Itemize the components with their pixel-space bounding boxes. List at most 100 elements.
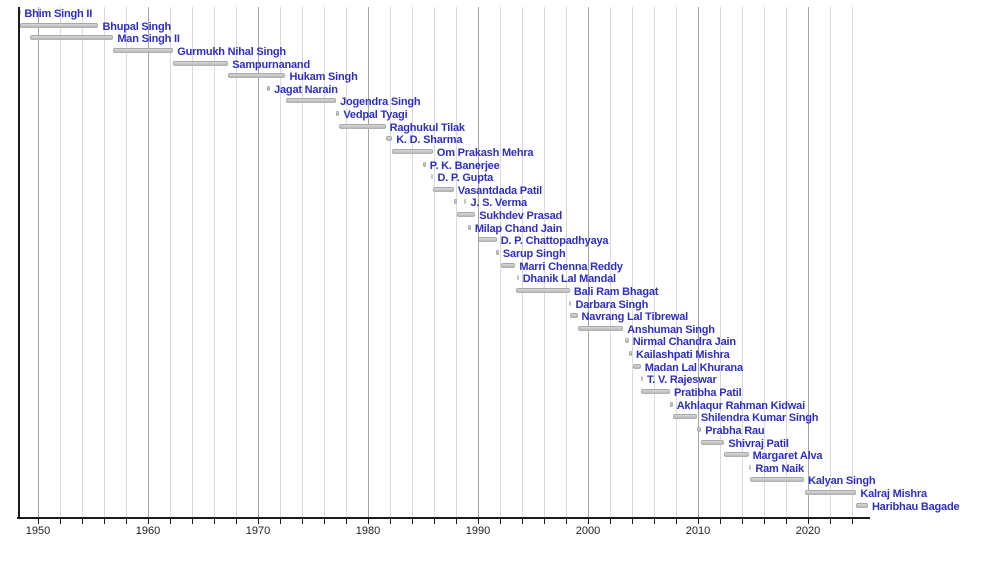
gridline-decade	[808, 7, 809, 517]
axis-tick-label: 1950	[25, 525, 51, 537]
tenure-bar	[457, 212, 476, 218]
tenure-bar	[336, 111, 340, 117]
tenure-bar	[501, 262, 516, 268]
axis-tick	[170, 519, 171, 524]
tenure-bar	[569, 300, 572, 306]
person-label[interactable]: Hukam Singh	[289, 71, 358, 84]
person-label[interactable]: Vedpal Tyagi	[343, 109, 408, 122]
tenure-bar	[856, 502, 868, 508]
person-label[interactable]: Sampurnanand	[232, 58, 310, 71]
person-label[interactable]: Jagat Narain	[274, 83, 338, 96]
person-label[interactable]: Kalraj Mishra	[860, 488, 927, 501]
gridline-minor	[82, 7, 83, 517]
axis-tick-label: 1980	[355, 525, 381, 537]
person-label[interactable]: Jogendra Singh	[340, 96, 421, 109]
tenure-bar	[392, 148, 433, 154]
person-label[interactable]: Haribhau Bagade	[871, 500, 960, 513]
person-label[interactable]: Anshuman Singh	[627, 323, 715, 336]
gridline-minor	[126, 7, 127, 517]
gridline-minor	[170, 7, 171, 517]
axis-tick-label: 1970	[245, 525, 271, 537]
person-label[interactable]: Madan Lal Khurana	[644, 361, 743, 374]
tenure-bar	[19, 22, 99, 28]
person-label[interactable]: P. K. Banerjee	[429, 159, 500, 172]
axis-tick	[522, 519, 523, 524]
person-label[interactable]: Marri Chenna Reddy	[519, 260, 623, 273]
axis-tick	[742, 519, 743, 524]
person-label[interactable]: Man Singh II	[117, 33, 180, 46]
person-label[interactable]: Gurmukh Nihal Singh	[177, 45, 286, 58]
person-label[interactable]: Margaret Alva	[752, 450, 823, 463]
gridline-minor	[632, 7, 633, 517]
axis-tick	[236, 519, 237, 524]
tenure-bar	[431, 174, 434, 180]
tenure-bar	[641, 388, 670, 394]
person-label[interactable]: Prabha Rau	[705, 424, 765, 437]
gridline-decade	[478, 7, 479, 517]
person-label[interactable]: Pratibha Patil	[673, 386, 742, 399]
tenure-bar	[453, 199, 458, 205]
person-label[interactable]: Raghukul Tilak	[389, 121, 465, 134]
gridline-minor	[104, 7, 105, 517]
axis-tick	[456, 519, 457, 524]
x-axis-line	[17, 517, 870, 519]
person-label[interactable]: Dhanik Lal Mandal	[522, 273, 616, 286]
axis-tick	[544, 519, 545, 524]
tenure-bar	[468, 224, 471, 230]
tenure-bar	[669, 401, 673, 407]
person-label[interactable]: Bhim Singh II	[24, 8, 93, 20]
axis-tick	[500, 519, 501, 524]
axis-tick	[412, 519, 413, 524]
axis-tick	[808, 519, 809, 524]
tenure-bar	[804, 490, 857, 496]
gridline-minor	[302, 7, 303, 517]
person-label[interactable]: Shilendra Kumar Singh	[700, 412, 819, 425]
gridline-decade	[148, 7, 149, 517]
axis-tick	[786, 519, 787, 524]
tenure-bar	[577, 325, 624, 331]
person-label[interactable]: Ram Naik	[755, 462, 804, 475]
person-label[interactable]: D. P. Chattopadhyaya	[500, 235, 609, 248]
tenure-bar	[495, 250, 499, 256]
person-label[interactable]: Om Prakash Mehra	[436, 146, 534, 159]
axis-tick-label: 2000	[575, 525, 601, 537]
axis-tick	[346, 519, 347, 524]
person-label[interactable]: Bali Ram Bhagat	[573, 285, 659, 298]
person-label[interactable]: D. P. Gupta	[437, 172, 494, 185]
person-label[interactable]: Milap Chand Jain	[474, 222, 563, 235]
tenure-bar	[423, 161, 426, 167]
gridline-minor	[764, 7, 765, 517]
person-label[interactable]: K. D. Sharma	[396, 134, 463, 147]
person-label[interactable]: Navrang Lal Tibrewal	[581, 311, 689, 324]
person-label[interactable]: Sukhdev Prasad	[479, 210, 563, 223]
axis-tick	[610, 519, 611, 524]
tenure-bar	[701, 439, 725, 445]
person-label[interactable]: Vasantdada Patil	[457, 184, 543, 197]
person-label[interactable]: T. V. Rajeswar	[647, 374, 717, 387]
axis-tick-label: 2020	[795, 525, 821, 537]
tenure-bar	[267, 85, 271, 91]
tenure-bar	[696, 426, 702, 432]
tenure-bar	[339, 123, 386, 129]
tenure-bar	[515, 287, 570, 293]
person-label[interactable]: Bhupal Singh	[102, 20, 172, 33]
tenure-bar	[516, 275, 519, 281]
gridline-minor	[456, 7, 457, 517]
axis-tick	[830, 519, 831, 524]
gridline-minor	[610, 7, 611, 517]
person-label[interactable]: Sarup Singh	[502, 248, 566, 261]
tenure-bar	[464, 199, 467, 205]
axis-tick	[654, 519, 655, 524]
person-label[interactable]: Kalyan Singh	[808, 475, 876, 488]
tenure-bar	[173, 60, 229, 66]
axis-tick	[720, 519, 721, 524]
person-label[interactable]: Akhlaqur Rahman Kidwai	[676, 399, 805, 412]
axis-tick	[148, 519, 149, 524]
person-label[interactable]: Darbara Singh	[575, 298, 649, 311]
gridline-minor	[214, 7, 215, 517]
person-label[interactable]: Shivraj Patil	[728, 437, 789, 450]
person-label[interactable]: Nirmal Chandra Jain	[632, 336, 736, 349]
person-label[interactable]: J. S. Verma	[470, 197, 527, 210]
person-label[interactable]: Kailashpati Mishra	[636, 349, 730, 362]
